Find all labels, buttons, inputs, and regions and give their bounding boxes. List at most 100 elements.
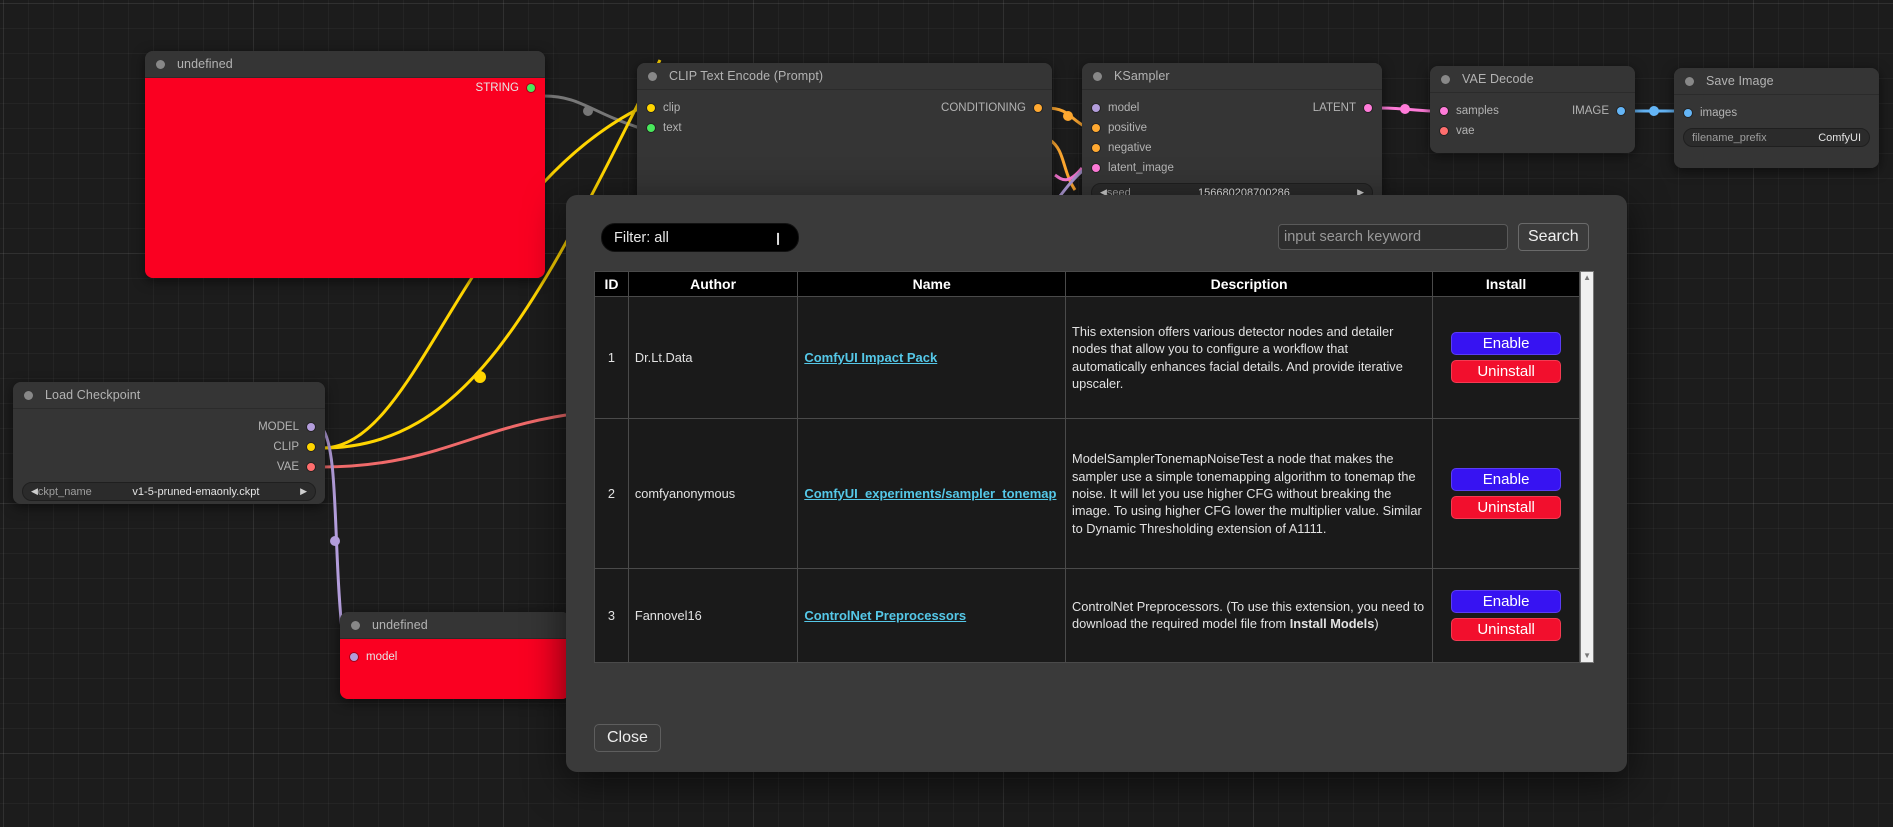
node-vae-decode[interactable]: VAE Decode samples vae IMAGE: [1430, 66, 1635, 153]
port-label: positive: [1108, 122, 1147, 134]
port-dot-icon[interactable]: [1617, 107, 1625, 115]
node-output-port-conditioning[interactable]: CONDITIONING: [931, 98, 1052, 118]
port-dot-icon[interactable]: [1092, 144, 1100, 152]
dialog-toolbar: Filter: allFilter: installedFilter: not-…: [566, 223, 1627, 263]
port-dot-icon[interactable]: [307, 463, 315, 471]
node-header[interactable]: Save Image: [1674, 68, 1879, 95]
description-text-post: ): [1374, 616, 1379, 632]
widget-value[interactable]: ComfyUI: [1818, 131, 1861, 144]
collapse-dot-icon[interactable]: [351, 620, 360, 630]
port-label: CONDITIONING: [941, 102, 1026, 114]
scroll-down-icon[interactable]: ▼: [1583, 651, 1591, 660]
node-output-port-image[interactable]: IMAGE: [1562, 101, 1635, 121]
cell-id: 2: [594, 418, 629, 569]
port-dot-icon[interactable]: [1092, 124, 1100, 132]
node-undefined-bottom[interactable]: undefined model: [340, 612, 570, 699]
node-undefined-top[interactable]: undefined STRING: [145, 51, 545, 278]
node-input-port-vae[interactable]: vae: [1430, 121, 1485, 141]
port-dot-icon[interactable]: [1440, 107, 1448, 115]
cell-id: 1: [594, 295, 629, 420]
table-row: 2 comfyanonymous ComfyUI_experiments/sam…: [594, 418, 1581, 569]
node-output-port-model[interactable]: MODEL: [248, 417, 325, 437]
node-input-port-negative[interactable]: negative: [1082, 138, 1161, 158]
port-label: negative: [1108, 142, 1152, 154]
cell-author: comfyanonymous: [627, 418, 799, 569]
node-input-port-samples[interactable]: samples: [1430, 101, 1509, 121]
port-label: VAE: [276, 461, 299, 473]
node-input-port-positive[interactable]: positive: [1082, 118, 1157, 138]
table-scrollbar[interactable]: ▲ ▼: [1580, 271, 1594, 663]
enable-button[interactable]: Enable: [1451, 468, 1562, 492]
port-dot-icon[interactable]: [647, 104, 655, 112]
scroll-up-icon[interactable]: ▲: [1583, 273, 1591, 282]
node-input-port-images[interactable]: images: [1674, 103, 1747, 123]
node-input-port-text[interactable]: text: [637, 118, 692, 138]
uninstall-button[interactable]: Uninstall: [1451, 496, 1562, 520]
port-dot-icon[interactable]: [307, 443, 315, 451]
cell-author: Fannovel16: [627, 567, 799, 664]
port-dot-icon[interactable]: [1092, 104, 1100, 112]
widget-filename-prefix[interactable]: filename_prefix ComfyUI: [1683, 128, 1870, 147]
port-dot-icon[interactable]: [1364, 104, 1372, 112]
port-label: samples: [1456, 105, 1499, 117]
collapse-dot-icon[interactable]: [1441, 74, 1450, 84]
collapse-dot-icon[interactable]: [156, 59, 165, 69]
widget-decrement-icon[interactable]: ◀: [1100, 187, 1107, 197]
widget-ckpt-name[interactable]: ◀ ckpt_name v1-5-pruned-emaonly.ckpt ▶: [22, 482, 316, 501]
uninstall-button[interactable]: Uninstall: [1451, 617, 1562, 641]
enable-button[interactable]: Enable: [1451, 589, 1562, 613]
node-header[interactable]: undefined: [340, 612, 570, 639]
search-input[interactable]: [1278, 224, 1508, 250]
cell-description: ControlNet Preprocessors. (To use this e…: [1065, 567, 1434, 664]
port-dot-icon[interactable]: [527, 84, 535, 92]
column-header-id: ID: [594, 271, 629, 297]
port-label: text: [663, 122, 682, 134]
port-dot-icon[interactable]: [1034, 104, 1042, 112]
node-header[interactable]: undefined: [145, 51, 545, 78]
node-output-port-clip[interactable]: CLIP: [263, 437, 325, 457]
node-output-port[interactable]: STRING: [145, 78, 545, 98]
description-text-pre: ControlNet Preprocessors. (To use this e…: [1072, 599, 1425, 632]
widget-decrement-icon[interactable]: ◀: [31, 486, 38, 496]
node-title: Load Checkpoint: [45, 388, 141, 402]
port-dot-icon[interactable]: [1440, 127, 1448, 135]
collapse-dot-icon[interactable]: [1685, 76, 1694, 86]
node-header[interactable]: VAE Decode: [1430, 66, 1635, 93]
node-load-checkpoint[interactable]: Load Checkpoint MODEL CLIP VAE ◀ ckpt_na…: [13, 382, 325, 504]
node-input-port-clip[interactable]: clip: [637, 98, 690, 118]
node-header[interactable]: CLIP Text Encode (Prompt): [637, 63, 1052, 90]
widget-value[interactable]: v1-5-pruned-emaonly.ckpt: [132, 485, 260, 498]
extension-link[interactable]: ComfyUI_experiments/sampler_tonemap: [804, 485, 1057, 501]
cell-id: 3: [594, 567, 629, 664]
search-button[interactable]: Search: [1518, 223, 1589, 251]
collapse-dot-icon[interactable]: [24, 390, 33, 400]
node-input-port-latent-image[interactable]: latent_image: [1082, 158, 1184, 178]
uninstall-button[interactable]: Uninstall: [1451, 360, 1562, 384]
port-dot-icon[interactable]: [647, 124, 655, 132]
port-dot-icon[interactable]: [1684, 109, 1692, 117]
node-header[interactable]: Load Checkpoint: [13, 382, 325, 409]
enable-button[interactable]: Enable: [1451, 332, 1562, 356]
port-label: model: [1108, 102, 1140, 114]
node-body: STRING: [145, 78, 545, 278]
extension-link[interactable]: ControlNet Preprocessors: [804, 607, 967, 623]
node-header[interactable]: KSampler: [1082, 63, 1382, 90]
filter-select[interactable]: Filter: allFilter: installedFilter: not-…: [601, 223, 799, 252]
extension-link[interactable]: ComfyUI Impact Pack: [804, 349, 938, 365]
node-output-port-vae[interactable]: VAE: [267, 457, 325, 477]
node-save-image[interactable]: Save Image images filename_prefix ComfyU…: [1674, 68, 1879, 168]
node-input-port-model[interactable]: model: [1082, 98, 1149, 118]
node-output-port-latent[interactable]: LATENT: [1303, 98, 1382, 118]
port-dot-icon[interactable]: [307, 423, 315, 431]
port-dot-icon[interactable]: [350, 653, 358, 661]
port-label: STRING: [475, 82, 519, 94]
widget-increment-icon[interactable]: ▶: [300, 486, 307, 496]
collapse-dot-icon[interactable]: [1093, 71, 1102, 81]
collapse-dot-icon[interactable]: [648, 71, 657, 81]
port-dot-icon[interactable]: [1092, 164, 1100, 172]
column-header-install: Install: [1432, 271, 1581, 297]
widget-increment-icon[interactable]: ▶: [1357, 187, 1364, 197]
node-input-port-model[interactable]: model: [340, 647, 407, 667]
close-button[interactable]: Close: [594, 724, 661, 752]
node-title: CLIP Text Encode (Prompt): [669, 69, 824, 83]
